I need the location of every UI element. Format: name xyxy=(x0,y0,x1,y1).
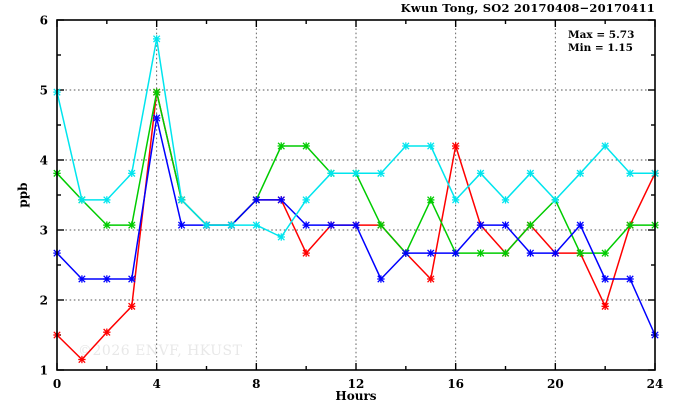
data-point-marker xyxy=(626,221,634,229)
data-point-marker xyxy=(252,196,261,204)
data-point-marker xyxy=(626,275,634,283)
data-point-marker xyxy=(476,221,485,229)
data-point-marker xyxy=(501,249,510,257)
chart-gridlines xyxy=(57,20,655,370)
data-point-marker xyxy=(427,275,435,283)
min-value-label: Min = 1.15 xyxy=(568,42,633,54)
data-point-marker xyxy=(501,196,510,204)
data-point-marker xyxy=(576,249,584,257)
data-point-marker xyxy=(302,196,310,204)
data-point-marker xyxy=(277,233,285,241)
data-point-marker xyxy=(177,221,186,229)
data-point-marker xyxy=(152,114,161,122)
data-point-marker xyxy=(78,196,86,204)
data-point-marker xyxy=(277,142,285,150)
y-tick-label: 1 xyxy=(40,364,48,378)
data-point-marker xyxy=(377,169,385,177)
data-point-marker xyxy=(302,221,310,229)
x-tick-label: 20 xyxy=(547,377,564,391)
data-point-marker xyxy=(576,169,584,177)
data-point-marker xyxy=(128,302,136,310)
data-point-marker xyxy=(352,169,360,177)
data-point-marker xyxy=(526,249,535,257)
x-tick-label: 24 xyxy=(647,377,664,391)
data-point-marker xyxy=(327,169,335,177)
x-tick-label: 12 xyxy=(348,377,365,391)
y-tick-label: 3 xyxy=(40,224,48,238)
data-point-marker xyxy=(451,249,460,257)
data-point-marker xyxy=(377,275,385,283)
data-point-marker xyxy=(601,249,609,257)
data-point-marker xyxy=(451,142,460,150)
y-tick-label: 5 xyxy=(40,84,48,98)
y-tick-label: 4 xyxy=(40,154,48,168)
data-point-marker xyxy=(476,169,485,177)
data-point-marker xyxy=(78,355,86,364)
data-point-marker xyxy=(302,249,310,257)
data-point-marker xyxy=(103,196,111,204)
data-point-marker xyxy=(501,221,510,229)
data-point-marker xyxy=(302,142,310,150)
data-point-marker xyxy=(551,196,560,204)
data-point-marker xyxy=(352,221,360,229)
data-point-marker xyxy=(377,221,385,229)
max-value-label: Max = 5.73 xyxy=(568,29,634,41)
data-point-marker xyxy=(601,142,609,150)
x-tick-label: 16 xyxy=(447,377,464,391)
data-point-marker xyxy=(128,275,136,283)
data-point-marker xyxy=(427,249,435,257)
data-point-marker xyxy=(451,196,460,204)
data-point-marker xyxy=(177,196,186,204)
chart-title: Kwun Tong, SO2 20170408−20170411 xyxy=(401,1,655,15)
y-axis-tick-labels: 1 2 3 4 5 6 xyxy=(40,14,48,378)
data-point-marker xyxy=(526,169,535,177)
series-series-cyan xyxy=(53,35,659,241)
y-axis-title: ppb xyxy=(16,182,30,207)
plot-frame xyxy=(56,19,656,371)
data-point-marker xyxy=(551,249,560,257)
data-point-marker xyxy=(601,275,609,283)
data-point-marker xyxy=(402,249,410,257)
data-point-marker xyxy=(427,196,435,204)
data-point-marker xyxy=(103,275,111,283)
data-point-marker xyxy=(128,221,136,229)
data-point-marker xyxy=(103,221,111,229)
data-point-marker xyxy=(427,142,435,150)
data-point-marker xyxy=(402,142,410,150)
data-point-marker xyxy=(526,221,535,229)
data-point-marker xyxy=(277,196,285,204)
watermark-text: ©2026 ENVF, HKUST xyxy=(78,343,243,359)
data-point-marker xyxy=(128,169,136,177)
x-axis-title: Hours xyxy=(335,389,376,403)
data-point-marker xyxy=(103,328,111,336)
data-point-marker xyxy=(601,302,609,310)
data-point-marker xyxy=(202,221,211,229)
data-point-marker xyxy=(476,249,485,257)
data-point-marker xyxy=(252,221,261,229)
data-point-marker xyxy=(152,35,161,43)
data-point-marker xyxy=(576,221,584,229)
x-tick-label: 0 xyxy=(53,377,61,391)
data-point-marker xyxy=(327,221,335,229)
data-point-marker xyxy=(227,221,236,229)
data-point-marker xyxy=(626,169,634,177)
x-tick-label: 8 xyxy=(252,377,260,391)
x-axis-tick-labels: 0 4 8 12 16 20 24 xyxy=(53,377,664,391)
data-point-marker xyxy=(152,88,161,96)
y-tick-label: 2 xyxy=(40,294,48,308)
data-point-marker xyxy=(78,275,86,283)
y-tick-label: 6 xyxy=(40,14,48,28)
x-tick-label: 4 xyxy=(152,377,160,391)
